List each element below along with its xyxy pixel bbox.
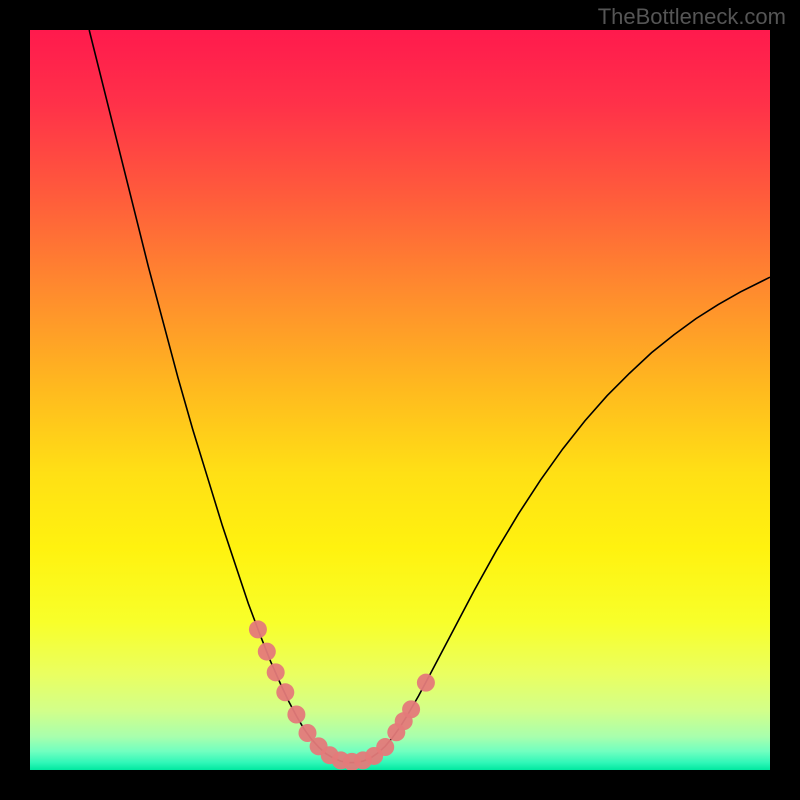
figure-canvas: TheBottleneck.com xyxy=(0,0,800,800)
curve-marker xyxy=(258,643,276,661)
watermark-text: TheBottleneck.com xyxy=(598,4,786,30)
curve-marker xyxy=(267,663,285,681)
curve-marker xyxy=(376,738,394,756)
curve-marker xyxy=(287,706,305,724)
curve-marker xyxy=(417,674,435,692)
plot-area xyxy=(30,30,770,770)
curve-marker xyxy=(402,700,420,718)
curve-marker xyxy=(276,683,294,701)
plot-svg xyxy=(30,30,770,770)
curve-marker xyxy=(249,620,267,638)
